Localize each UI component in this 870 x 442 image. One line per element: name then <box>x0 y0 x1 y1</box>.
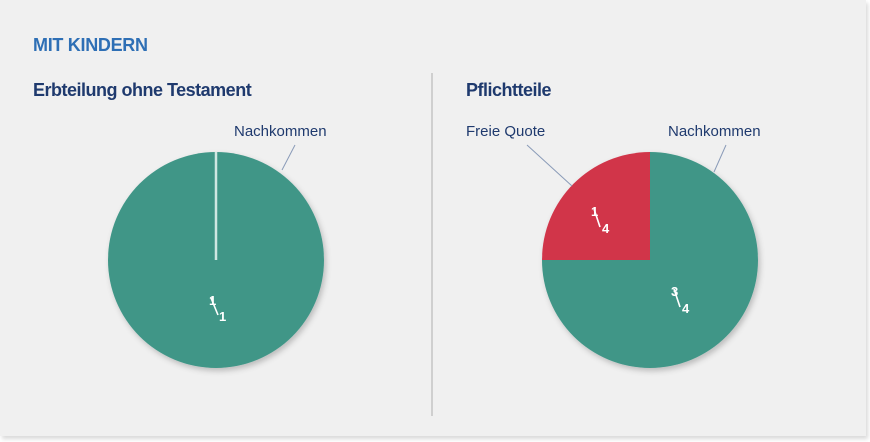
callout-line-nachkommen <box>713 144 727 173</box>
column-divider <box>431 73 433 416</box>
fraction-denominator: 1 <box>219 309 226 324</box>
slice-label-nachkommen: Nachkommen <box>234 123 327 140</box>
pie-pflichtteile <box>542 152 758 368</box>
slice-fraction-1-4: 1 4 <box>591 204 610 236</box>
section-heading: MIT KINDERN <box>33 35 148 55</box>
callout-line-nachkommen <box>281 144 296 171</box>
fraction-slash <box>673 288 681 308</box>
pie-slice-freie-quote <box>542 152 650 260</box>
fraction-slash <box>593 208 601 228</box>
fraction-slash <box>210 297 219 316</box>
slice-fraction-1-1: 1 1 <box>209 293 226 324</box>
fraction-denominator: 4 <box>602 221 610 236</box>
chart-title-erbteilung: Erbteilung ohne Testament <box>33 80 252 100</box>
slice-label-freie-quote: Freie Quote <box>466 123 545 140</box>
slice-label-nachkommen: Nachkommen <box>668 123 761 140</box>
chart-title-pflichtteile: Pflichtteile <box>466 80 552 100</box>
callout-line-freie-quote <box>526 144 573 187</box>
slice-fraction-3-4: 3 4 <box>671 284 690 316</box>
pie-erbteilung: Nachkommen 1 1 <box>108 123 327 368</box>
fraction-denominator: 4 <box>682 301 690 316</box>
pie-pflichtteile-labels: Nachkommen Freie Quote 1 4 3 4 <box>466 123 761 316</box>
